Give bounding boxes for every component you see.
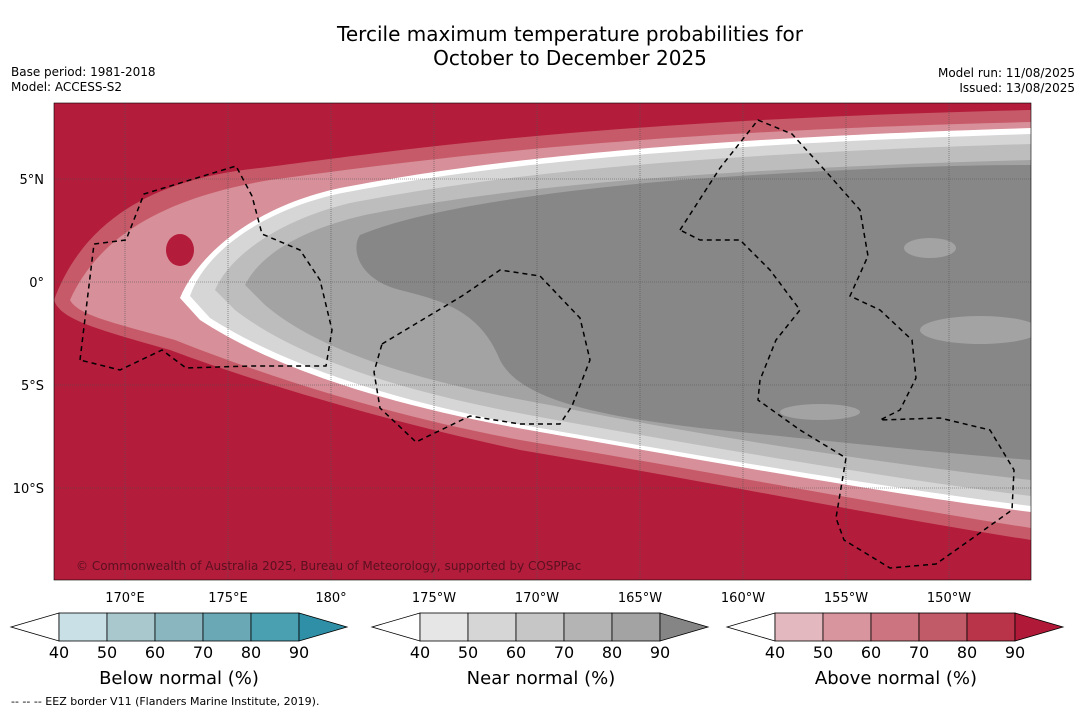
colorbar-tick: 40 — [765, 643, 785, 662]
colorbar-near: 40 50 60 70 80 90 — [370, 612, 710, 662]
colorbar-tick: 40 — [410, 643, 430, 662]
lat-labels: 5°N 0° 5°S 10°S — [13, 173, 44, 497]
lat-label: 10°S — [13, 482, 44, 497]
copyright-text: © Commonwealth of Australia 2025, Bureau… — [76, 559, 581, 573]
colorbars: 40 50 60 70 80 90 40 50 60 70 80 90 40 50 60 70 80 90 — [9, 612, 1065, 662]
issued-date: Issued: 13/08/2025 — [959, 81, 1075, 95]
colorbar-low-triangle — [370, 612, 421, 642]
lon-label: 170°E — [105, 591, 145, 606]
near-band-90 — [356, 165, 1031, 460]
eez-footnote: -- -- -- EEZ border V11 (Flanders Marine… — [11, 695, 320, 708]
colorbar-segment — [202, 612, 252, 642]
lat-label: 5°S — [21, 379, 44, 394]
colorbar-segment — [966, 612, 1016, 642]
graticule — [54, 103, 1031, 580]
colorbar-tick: 80 — [241, 643, 261, 662]
lon-labels: 170°E 175°E 180° 175°W 170°W 165°W 160°W 155°W 1… — [105, 591, 971, 606]
colorbar-tick: 80 — [602, 643, 622, 662]
colorbar-segment — [918, 612, 968, 642]
colorbar-tick: 90 — [650, 643, 670, 662]
lon-label: 160°W — [721, 591, 765, 606]
meta-left: Base period: 1981-2018 Model: ACCESS-S2 — [11, 65, 156, 95]
colorbar-segment — [611, 612, 661, 642]
colorbar-segment — [467, 612, 517, 642]
colorbar-segment — [106, 612, 156, 642]
colorbar-high-triangle — [298, 612, 349, 642]
colorbar-segment — [563, 612, 613, 642]
colorbar-segment — [774, 612, 824, 642]
model-run: Model run: 11/08/2025 — [937, 66, 1075, 80]
map-frame — [53, 102, 1032, 581]
colorbar-high-triangle — [659, 612, 710, 642]
eez-border-phoenix — [373, 269, 591, 443]
colorbar-segment — [154, 612, 204, 642]
light-patch — [780, 404, 860, 420]
title-line-1: Tercile maximum temperature probabilitie… — [337, 22, 803, 46]
colorbar-tick: 70 — [554, 643, 574, 662]
colorbar-tick: 70 — [909, 643, 929, 662]
colorbar-low-triangle — [9, 612, 60, 642]
near-normal-label: Near normal (%) — [466, 668, 616, 689]
chart-title: Tercile maximum temperature probabilitie… — [0, 22, 1085, 70]
colorbar-segment — [250, 612, 300, 642]
lat-label: 5°N — [20, 173, 45, 188]
colorbar-tick: 80 — [957, 643, 977, 662]
lon-label: 175°W — [412, 591, 456, 606]
colorbar-segment — [822, 612, 872, 642]
colorbar-tick: 60 — [861, 643, 881, 662]
colorbar-above: 40 50 60 70 80 90 — [725, 612, 1065, 662]
meta-right: Model run: 11/08/2025 Issued: 13/08/2025 — [938, 66, 1075, 96]
lon-label: 155°W — [824, 591, 868, 606]
base-period: Base period: 1981-2018 — [11, 65, 156, 79]
below-normal-label: Below normal (%) — [99, 668, 259, 689]
colorbar-segment — [58, 612, 108, 642]
colorbar-tick: 60 — [506, 643, 526, 662]
eez-border-kiribati-gilberts — [79, 165, 333, 371]
eez-border-line-islands — [678, 119, 1015, 569]
title-line-2: October to December 2025 — [433, 46, 707, 70]
colorbar-high-triangle — [1014, 612, 1065, 642]
colorbar-tick: 50 — [813, 643, 833, 662]
colorbar-tick: 90 — [289, 643, 309, 662]
lon-label: 180° — [315, 591, 346, 606]
map-panel: © Commonwealth of Australia 2025, Bureau… — [54, 103, 1031, 580]
model-name: Model: ACCESS-S2 — [11, 80, 123, 94]
colorbar-segment — [419, 612, 469, 642]
light-patch — [920, 316, 1031, 344]
colorbar-tick: 70 — [193, 643, 213, 662]
colorbar-segment — [515, 612, 565, 642]
lat-label: 0° — [29, 276, 44, 291]
hotspot — [166, 234, 194, 266]
colorbar-segment — [870, 612, 920, 642]
lon-label: 150°W — [927, 591, 971, 606]
light-patch — [904, 238, 956, 258]
lon-label: 175°E — [208, 591, 248, 606]
lon-label: 170°W — [515, 591, 559, 606]
colorbar-tick: 60 — [145, 643, 165, 662]
colorbar-tick: 40 — [49, 643, 69, 662]
colorbar-low-triangle — [725, 612, 776, 642]
above-normal-label: Above normal (%) — [814, 668, 978, 689]
lon-label: 165°W — [618, 591, 662, 606]
colorbar-tick: 50 — [97, 643, 117, 662]
colorbar-tick: 90 — [1005, 643, 1025, 662]
colorbar-tick: 50 — [458, 643, 478, 662]
eez-borders — [79, 119, 1015, 569]
colorbar-below: 40 50 60 70 80 90 — [9, 612, 349, 662]
